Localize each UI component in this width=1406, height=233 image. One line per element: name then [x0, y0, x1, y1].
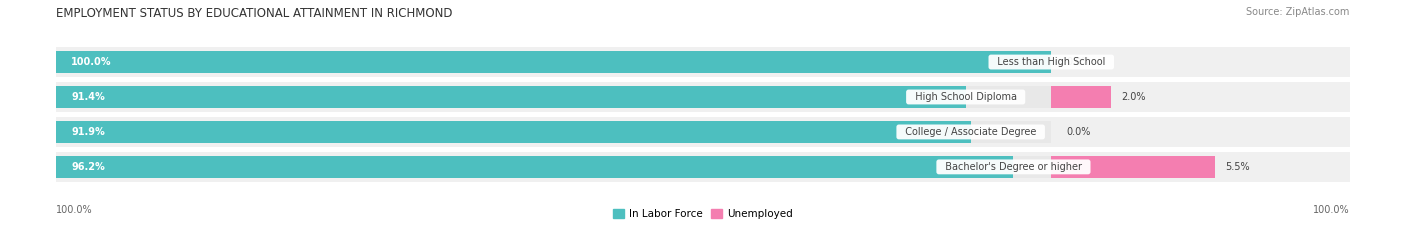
Bar: [1052, 156, 1215, 178]
Bar: [56, 156, 1215, 178]
Text: Bachelor's Degree or higher: Bachelor's Degree or higher: [939, 162, 1088, 172]
Text: 100.0%: 100.0%: [72, 57, 111, 67]
Text: 0.0%: 0.0%: [1066, 127, 1091, 137]
Text: Less than High School: Less than High School: [991, 57, 1112, 67]
Bar: [56, 156, 1014, 178]
Text: College / Associate Degree: College / Associate Degree: [898, 127, 1042, 137]
Legend: In Labor Force, Unemployed: In Labor Force, Unemployed: [609, 205, 797, 223]
Bar: [56, 121, 1052, 143]
Bar: [56, 51, 1052, 73]
Text: 2.0%: 2.0%: [1121, 92, 1146, 102]
Text: 100.0%: 100.0%: [56, 205, 93, 215]
Text: 91.9%: 91.9%: [72, 127, 105, 137]
Text: 100.0%: 100.0%: [1313, 205, 1350, 215]
Text: Source: ZipAtlas.com: Source: ZipAtlas.com: [1246, 7, 1350, 17]
Bar: [56, 86, 1111, 108]
Text: High School Diploma: High School Diploma: [908, 92, 1022, 102]
Bar: [56, 86, 966, 108]
Text: 5.5%: 5.5%: [1226, 162, 1250, 172]
Text: 91.4%: 91.4%: [72, 92, 105, 102]
Bar: [56, 51, 1052, 73]
Text: EMPLOYMENT STATUS BY EDUCATIONAL ATTAINMENT IN RICHMOND: EMPLOYMENT STATUS BY EDUCATIONAL ATTAINM…: [56, 7, 453, 20]
Text: 96.2%: 96.2%: [72, 162, 105, 172]
Text: 0.0%: 0.0%: [1066, 57, 1091, 67]
Bar: [56, 121, 970, 143]
Bar: [1052, 86, 1111, 108]
